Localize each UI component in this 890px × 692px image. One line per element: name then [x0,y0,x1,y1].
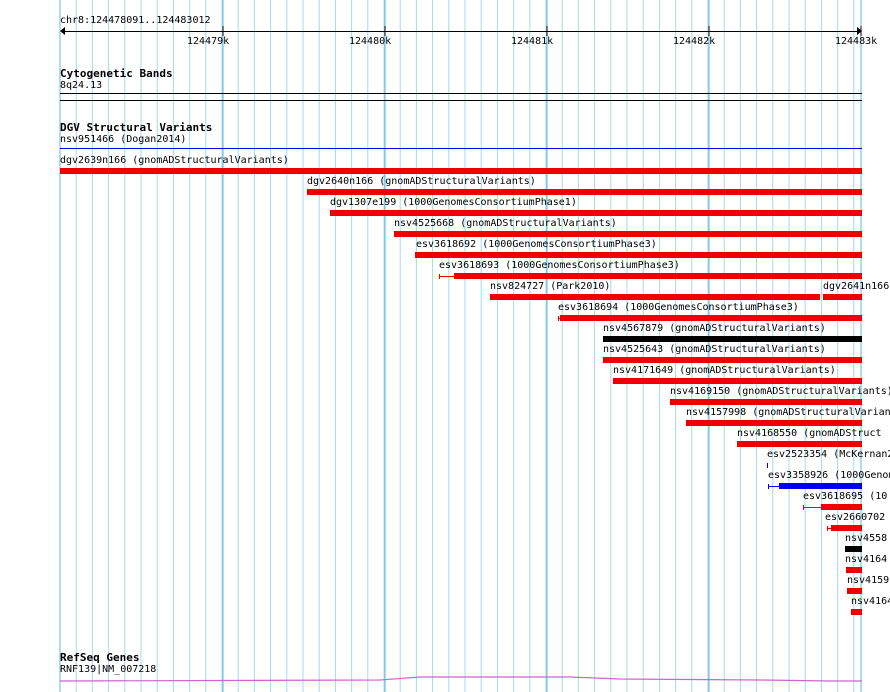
variant-bar[interactable] [851,609,862,615]
variant-bar[interactable] [670,399,862,405]
cytoband-label[interactable]: 8q24.13 [60,80,103,91]
cytoband-bar-top [60,93,862,94]
variant-bar[interactable] [845,546,862,552]
locus-label: chr8:124478091..124483012 [60,15,211,26]
variant-flank-line[interactable] [439,276,454,277]
ruler-left-arrow[interactable] [60,27,65,35]
variant-bar[interactable] [603,336,862,342]
variant-label[interactable]: nsv4169150 (gnomADStructuralVariants) [670,386,890,397]
variant-label[interactable]: nsv951466 (Dogan2014) [60,134,187,145]
variant-flank-end [439,274,440,279]
variant-label[interactable]: nsv4164 [845,554,888,565]
variant-label[interactable]: nsv4525643 (gnomADStructuralVariants) [603,344,826,355]
ruler-right-arrow[interactable] [857,27,862,35]
variant-label[interactable]: nsv4159 [847,575,890,586]
variant-flank-end [803,505,804,510]
dgv-track-title: DGV Structural Variants [60,121,213,134]
variant-bar[interactable] [821,504,862,510]
ruler-tick-label: 124483k [835,36,878,47]
gene-label[interactable]: RNF139|NM_007218 [60,664,157,675]
variant-bar[interactable] [490,294,820,300]
cytoband-bar-bottom [60,100,862,101]
variant-label[interactable]: dgv2641n166 [823,281,890,292]
variant-bar[interactable] [737,441,862,447]
variant-bar[interactable] [686,420,862,426]
variant-label[interactable]: nsv4558 [845,533,888,544]
ruler-tick-label: 124481k [511,36,554,47]
variant-bar[interactable] [60,168,862,174]
variant-bar[interactable] [846,567,862,573]
ruler-tick-label: 124479k [187,36,230,47]
variant-label[interactable]: nsv4164 [851,596,890,607]
variant-label[interactable]: dgv1307e199 (1000GenomesConsortiumPhase1… [330,197,577,208]
variant-bar[interactable] [823,294,862,300]
variant-label[interactable]: nsv4171649 (gnomADStructuralVariants) [613,365,836,376]
variant-label[interactable]: nsv4157998 (gnomADStructuralVarian [686,407,890,418]
variant-label[interactable]: dgv2639n166 (gnomADStructuralVariants) [60,155,289,166]
variant-label[interactable]: nsv4168550 (gnomADStruct [737,428,882,439]
variant-bar[interactable] [847,588,862,594]
variant-bar[interactable] [307,189,862,195]
variant-flank-end [767,463,768,468]
variant-label[interactable]: esv3618694 (1000GenomesConsortiumPhase3) [558,302,799,313]
variant-bar[interactable] [779,483,862,489]
variant-bar[interactable] [394,231,862,237]
refseq-track-title: RefSeq Genes [60,651,140,664]
variant-bar[interactable] [603,357,862,363]
variant-bar[interactable] [831,525,862,531]
variant-label[interactable]: nsv4525668 (gnomADStructuralVariants) [394,218,617,229]
variant-label[interactable]: esv3618692 (1000GenomesConsortiumPhase3) [416,239,657,250]
variant-flank-end [827,526,828,531]
variant-bar[interactable] [330,210,862,216]
variant-line[interactable] [60,148,862,149]
ruler-line [61,31,861,32]
variant-flank-line[interactable] [768,486,779,487]
variant-flank-line[interactable] [803,507,821,508]
variant-label[interactable]: dgv2640n166 (gnomADStructuralVariants) [307,176,536,187]
variant-label[interactable]: nsv4567879 (gnomADStructuralVariants) [603,323,826,334]
variant-bar[interactable] [613,378,862,384]
ruler-tick-label: 124482k [673,36,716,47]
variant-label[interactable]: esv2523354 (McKernan2 [767,449,890,460]
variant-label[interactable]: nsv824727 (Park2010) [490,281,611,292]
variant-label[interactable]: esv2660702 [825,512,886,523]
variant-flank-end [415,252,416,258]
variant-flank-end [768,484,769,489]
variant-bar[interactable] [454,273,862,279]
variant-flank-end [558,316,559,321]
gene-model[interactable] [0,676,890,688]
cytoband-track-title: Cytogenetic Bands [60,67,173,80]
variant-label[interactable]: esv3618695 (10 [803,491,888,502]
variant-bar[interactable] [560,315,862,321]
ruler-tick-label: 124480k [349,36,392,47]
variant-flank-line[interactable] [827,528,831,529]
variant-label[interactable]: esv3358926 (1000Genom [768,470,890,481]
variant-flank-line[interactable] [558,318,560,319]
variant-bar[interactable] [416,252,862,258]
variant-label[interactable]: esv3618693 (1000GenomesConsortiumPhase3) [439,260,680,271]
